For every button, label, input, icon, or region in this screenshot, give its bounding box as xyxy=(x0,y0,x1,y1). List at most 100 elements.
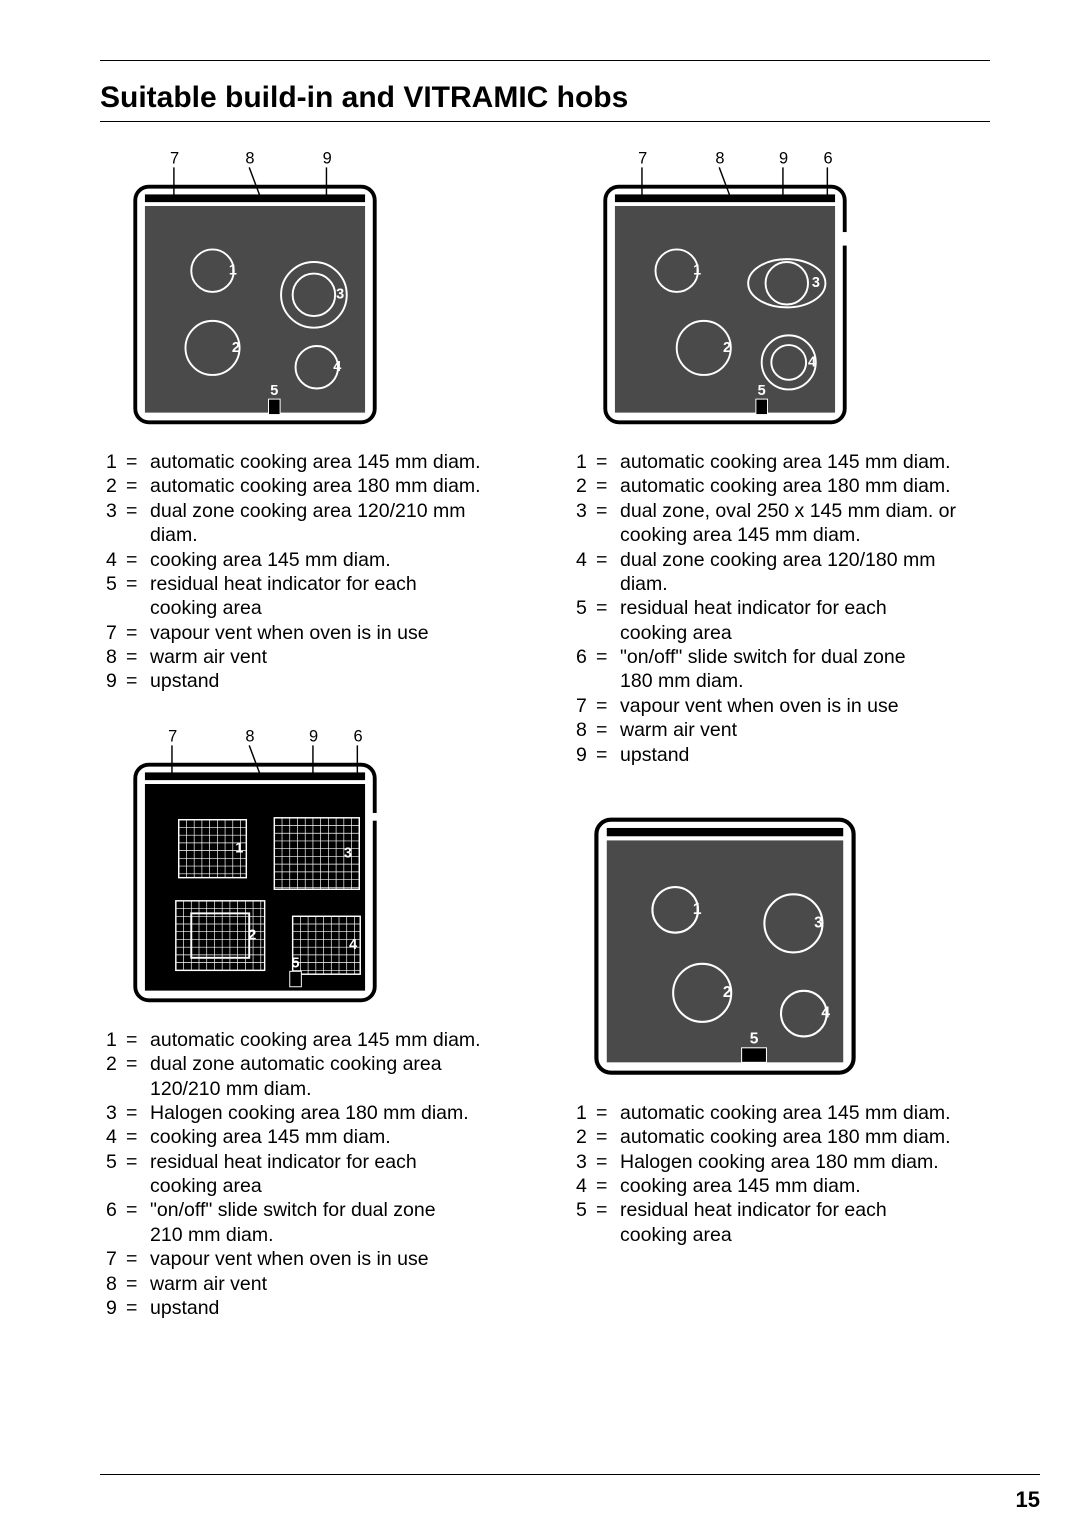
svg-text:4: 4 xyxy=(821,1005,830,1022)
svg-text:5: 5 xyxy=(292,955,300,971)
legend-text: automatic cooking area 145 mm diam. xyxy=(620,1101,990,1125)
legend-text: dual zone automatic cooking area xyxy=(150,1052,520,1076)
legend-row: 210 mm diam. xyxy=(106,1223,520,1247)
legend-row: diam. xyxy=(106,523,520,547)
legend-number: 2 xyxy=(106,1052,126,1076)
legend-number: 3 xyxy=(106,1101,126,1125)
legend-row: 1=automatic cooking area 145 mm diam. xyxy=(106,450,520,474)
legend-row: 3=dual zone cooking area 120/210 mm xyxy=(106,499,520,523)
svg-text:8: 8 xyxy=(715,150,724,168)
legend-eq: = xyxy=(596,1150,620,1174)
legend-row: 120/210 mm diam. xyxy=(106,1077,520,1101)
legend-number: 4 xyxy=(106,548,126,572)
svg-text:7: 7 xyxy=(638,150,647,168)
legend-C: 1=automatic cooking area 145 mm diam.2=d… xyxy=(100,1028,520,1321)
svg-text:3: 3 xyxy=(812,275,820,291)
legend-eq: = xyxy=(596,1198,620,1222)
legend-eq: = xyxy=(596,450,620,474)
legend-text: residual heat indicator for each xyxy=(150,572,520,596)
legend-eq: = xyxy=(126,1052,150,1076)
legend-row: 6="on/off" slide switch for dual zone xyxy=(106,1198,520,1222)
legend-number: 9 xyxy=(106,669,126,693)
legend-text: upstand xyxy=(150,669,520,693)
legend-row: 4=cooking area 145 mm diam. xyxy=(576,1174,990,1198)
svg-text:3: 3 xyxy=(814,914,823,931)
legend-text: automatic cooking area 180 mm diam. xyxy=(620,1125,990,1149)
legend-text: vapour vent when oven is in use xyxy=(150,621,520,645)
legend-number: 8 xyxy=(106,645,126,669)
svg-text:3: 3 xyxy=(344,845,352,861)
legend-eq: = xyxy=(126,1150,150,1174)
legend-text: cooking area xyxy=(150,596,520,620)
legend-row: 5=residual heat indicator for each xyxy=(106,1150,520,1174)
legend-row: 3=dual zone, oval 250 x 145 mm diam. or xyxy=(576,499,990,523)
legend-row: 8=warm air vent xyxy=(106,645,520,669)
legend-number: 5 xyxy=(576,596,596,620)
legend-row: cooking area xyxy=(106,1174,520,1198)
legend-text: residual heat indicator for each xyxy=(150,1150,520,1174)
svg-text:2: 2 xyxy=(232,340,240,356)
legend-eq: = xyxy=(596,743,620,767)
legend-row: 180 mm diam. xyxy=(576,669,990,693)
legend-row: 1=automatic cooking area 145 mm diam. xyxy=(106,1028,520,1052)
legend-number: 3 xyxy=(576,1150,596,1174)
legend-number: 7 xyxy=(106,1247,126,1271)
legend-row: 9=upstand xyxy=(106,1296,520,1320)
legend-row: diam. xyxy=(576,572,990,596)
legend-row: cooking area 145 mm diam. xyxy=(576,523,990,547)
svg-text:1: 1 xyxy=(235,840,243,856)
svg-text:3: 3 xyxy=(336,287,344,303)
legend-text: warm air vent xyxy=(150,1272,520,1296)
legend-eq: = xyxy=(596,1174,620,1198)
legend-text: warm air vent xyxy=(150,645,520,669)
legend-text: Halogen cooking area 180 mm diam. xyxy=(620,1150,990,1174)
legend-text: cooking area xyxy=(150,1174,520,1198)
legend-eq: = xyxy=(596,718,620,742)
legend-number: 4 xyxy=(576,1174,596,1198)
legend-row: 2=automatic cooking area 180 mm diam. xyxy=(106,474,520,498)
legend-row: 3=Halogen cooking area 180 mm diam. xyxy=(106,1101,520,1125)
legend-row: 3=Halogen cooking area 180 mm diam. xyxy=(576,1150,990,1174)
legend-eq: = xyxy=(596,645,620,669)
section-A: 78912345 1=automatic cooking area 145 mm… xyxy=(100,150,520,694)
legend-row: 7=vapour vent when oven is in use xyxy=(106,1247,520,1271)
legend-eq: = xyxy=(596,474,620,498)
legend-eq: = xyxy=(126,1028,150,1052)
svg-text:4: 4 xyxy=(808,354,816,370)
svg-text:7: 7 xyxy=(170,150,179,168)
legend-number: 4 xyxy=(106,1125,126,1149)
legend-number: 7 xyxy=(106,621,126,645)
legend-number: 4 xyxy=(576,548,596,572)
legend-text: cooking area 145 mm diam. xyxy=(150,548,520,572)
legend-text: dual zone, oval 250 x 145 mm diam. or xyxy=(620,499,990,523)
legend-text: cooking area 145 mm diam. xyxy=(150,1125,520,1149)
legend-row: cooking area xyxy=(106,596,520,620)
legend-number: 3 xyxy=(106,499,126,523)
svg-text:5: 5 xyxy=(750,1031,759,1048)
legend-text: automatic cooking area 180 mm diam. xyxy=(150,474,520,498)
page-title: Suitable build-in and VITRAMIC hobs xyxy=(100,81,990,115)
legend-eq: = xyxy=(126,1272,150,1296)
legend-number: 1 xyxy=(106,450,126,474)
section-C: 789612345 1=automatic cooking area 145 m… xyxy=(100,728,520,1321)
svg-text:1: 1 xyxy=(229,263,237,279)
legend-row: 4=cooking area 145 mm diam. xyxy=(106,548,520,572)
top-rule xyxy=(100,60,990,61)
legend-eq: = xyxy=(596,694,620,718)
legend-row: 5=residual heat indicator for each xyxy=(576,1198,990,1222)
svg-text:5: 5 xyxy=(270,383,278,399)
legend-row: 7=vapour vent when oven is in use xyxy=(576,694,990,718)
legend-number: 7 xyxy=(576,694,596,718)
svg-text:5: 5 xyxy=(758,383,766,399)
legend-eq: = xyxy=(126,450,150,474)
legend-row: 8=warm air vent xyxy=(576,718,990,742)
legend-eq: = xyxy=(596,1125,620,1149)
svg-text:1: 1 xyxy=(693,901,702,918)
legend-D: 1=automatic cooking area 145 mm diam.2=a… xyxy=(570,1101,990,1247)
legend-text: "on/off" slide switch for dual zone xyxy=(150,1198,520,1222)
legend-eq: = xyxy=(596,499,620,523)
legend-eq: = xyxy=(126,1198,150,1222)
legend-row: 4=cooking area 145 mm diam. xyxy=(106,1125,520,1149)
legend-B: 1=automatic cooking area 145 mm diam.2=a… xyxy=(570,450,990,767)
legend-row: 2=dual zone automatic cooking area xyxy=(106,1052,520,1076)
